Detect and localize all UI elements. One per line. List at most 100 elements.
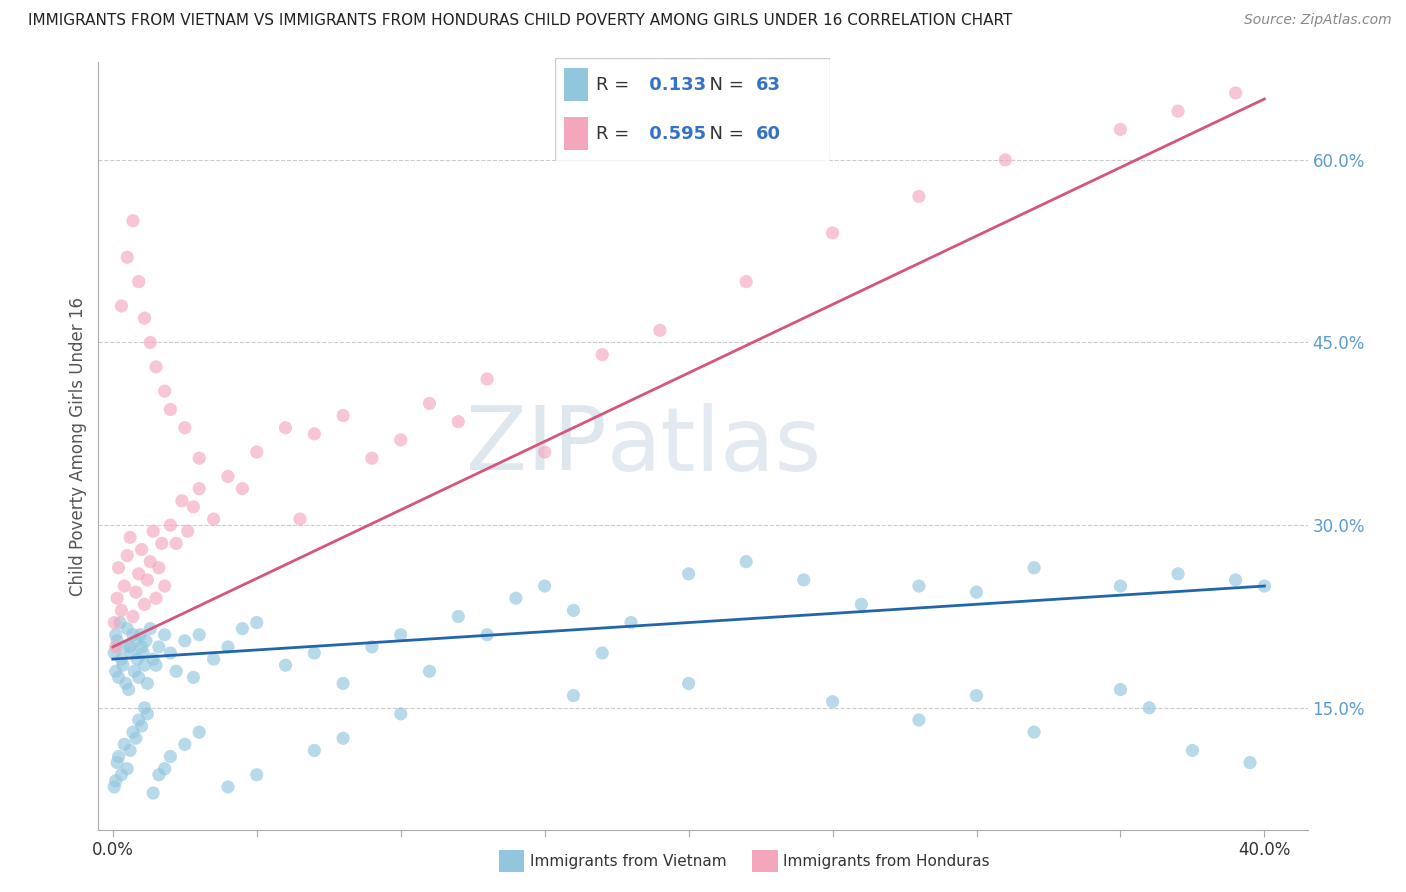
Point [591, 646, 613, 660]
Point [142, 652, 165, 666]
Point [562, 603, 585, 617]
Point [110, 652, 132, 666]
Point [145, 591, 167, 606]
Point [132, 646, 155, 660]
Point [1022, 725, 1045, 739]
Point [533, 445, 555, 459]
Point [120, 530, 142, 544]
Point [1137, 700, 1160, 714]
Point [148, 640, 170, 654]
Point [183, 500, 205, 514]
Point [159, 749, 181, 764]
Point [125, 585, 148, 599]
Point [103, 615, 125, 630]
Point [118, 682, 141, 697]
Point [332, 409, 354, 423]
Point [304, 646, 326, 660]
Point [246, 768, 269, 782]
Bar [564, 118, 588, 150]
Point [735, 275, 758, 289]
Point [620, 615, 643, 630]
Point [231, 482, 253, 496]
Point [104, 665, 127, 679]
Point [908, 189, 931, 203]
Point [505, 591, 527, 606]
Point [274, 421, 297, 435]
Point [389, 706, 412, 721]
Bar [564, 69, 588, 101]
Point [1239, 756, 1261, 770]
Point [165, 536, 187, 550]
Point [231, 622, 253, 636]
Point [150, 536, 173, 550]
Point [217, 640, 239, 654]
Point [122, 213, 145, 227]
Point [148, 768, 170, 782]
Point [110, 299, 132, 313]
Point [136, 676, 159, 690]
Point [110, 768, 132, 782]
Point [108, 615, 131, 630]
Point [128, 713, 150, 727]
Point [122, 725, 145, 739]
Point [159, 402, 181, 417]
Point [121, 646, 143, 660]
Point [159, 518, 181, 533]
Point [851, 597, 873, 611]
Text: 0.133: 0.133 [643, 76, 706, 94]
Text: ZIP: ZIP [465, 402, 606, 490]
Point [188, 451, 211, 466]
Point [122, 609, 145, 624]
Point [173, 633, 195, 648]
Point [202, 652, 225, 666]
Point [176, 524, 198, 539]
Point [115, 250, 138, 264]
Point [821, 695, 844, 709]
Point [112, 640, 135, 654]
Point [111, 658, 134, 673]
Text: Immigrants from Vietnam: Immigrants from Vietnam [530, 855, 727, 869]
Point [1167, 566, 1189, 581]
Point [139, 335, 162, 350]
Point [134, 311, 156, 326]
Point [188, 725, 211, 739]
Point [188, 628, 211, 642]
Point [112, 579, 135, 593]
Point [173, 737, 195, 751]
Point [136, 706, 159, 721]
Point [304, 743, 326, 757]
Point [153, 628, 176, 642]
Y-axis label: Child Poverty Among Girls Under 16: Child Poverty Among Girls Under 16 [69, 296, 87, 596]
Point [447, 415, 470, 429]
Point [136, 573, 159, 587]
Point [128, 670, 150, 684]
Point [105, 756, 128, 770]
Point [288, 512, 311, 526]
Text: Source: ZipAtlas.com: Source: ZipAtlas.com [1244, 13, 1392, 28]
Point [142, 786, 165, 800]
Point [134, 658, 156, 673]
Point [1225, 86, 1247, 100]
Point [125, 731, 148, 746]
Point [908, 713, 931, 727]
Point [115, 549, 138, 563]
Point [120, 640, 142, 654]
Text: R =: R = [596, 76, 636, 94]
Point [127, 652, 149, 666]
Point [107, 749, 129, 764]
Point [793, 573, 815, 587]
Point [170, 493, 193, 508]
Point [131, 542, 153, 557]
Text: IMMIGRANTS FROM VIETNAM VS IMMIGRANTS FROM HONDURAS CHILD POVERTY AMONG GIRLS UN: IMMIGRANTS FROM VIETNAM VS IMMIGRANTS FR… [28, 13, 1012, 29]
Point [134, 597, 156, 611]
Point [125, 633, 148, 648]
Point [135, 633, 157, 648]
Point [994, 153, 1017, 167]
Point [202, 512, 225, 526]
Point [104, 773, 127, 788]
Point [128, 275, 150, 289]
Text: N =: N = [697, 125, 749, 143]
Point [153, 384, 176, 399]
Point [104, 628, 127, 642]
Point [389, 628, 412, 642]
